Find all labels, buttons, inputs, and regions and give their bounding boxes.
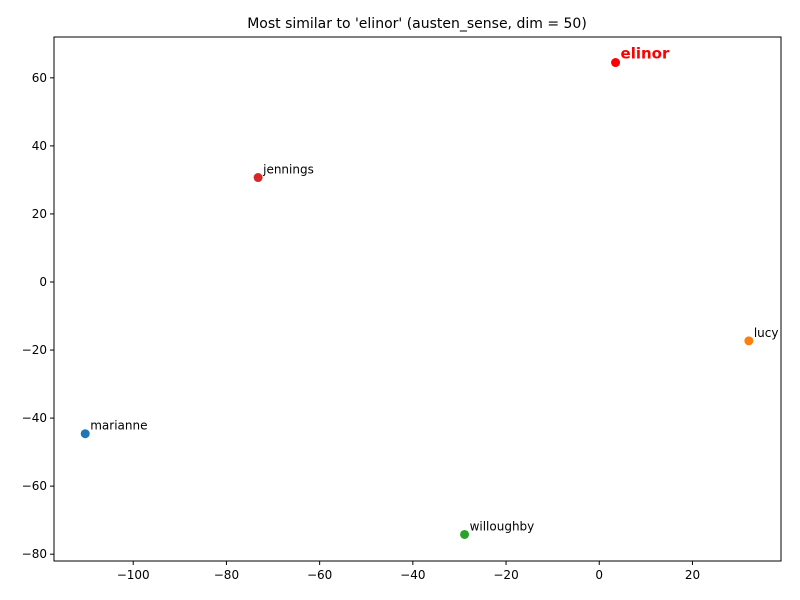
x-tick-label: −20	[493, 568, 518, 582]
y-tick-label: −60	[22, 479, 47, 493]
point-label-willoughby: willoughby	[470, 519, 535, 533]
y-axis: −80 −60 −40 −20 0 20 40 60	[22, 71, 54, 561]
x-axis: −100 −80 −60 −40 −20 0 20	[117, 561, 700, 582]
y-tick-label: −20	[22, 343, 47, 357]
point-label-marianne: marianne	[90, 419, 147, 433]
x-tick-label: −100	[117, 568, 150, 582]
x-tick-label: 0	[595, 568, 603, 582]
x-tick-label: −80	[214, 568, 239, 582]
data-point-marianne	[80, 429, 90, 439]
point-labels: marianne lucy willoughby jennings elinor	[90, 45, 778, 534]
point-label-jennings: jennings	[262, 163, 314, 177]
y-tick-label: −80	[22, 547, 47, 561]
plot-area: −100 −80 −60 −40 −20 0 20 −80−60−40−200204060 …	[22, 36, 782, 582]
data-points	[80, 58, 754, 539]
y-tick-label: 0	[39, 275, 47, 289]
y-tick-label: −40	[22, 411, 47, 425]
point-label-elinor: elinor	[621, 45, 670, 63]
axes-frame	[53, 36, 782, 562]
chart-title: Most similar to 'elinor' (austen_sense, …	[247, 16, 587, 32]
data-point-jennings	[253, 173, 263, 183]
y-tick-label: 20	[32, 207, 47, 221]
data-point-elinor	[611, 58, 621, 68]
x-tick-label: −60	[307, 568, 332, 582]
data-point-lucy	[744, 336, 754, 346]
point-label-lucy: lucy	[754, 326, 779, 340]
data-point-willoughby	[460, 529, 470, 539]
x-tick-label: −40	[400, 568, 425, 582]
x-tick-label: 20	[685, 568, 700, 582]
y-tick-label: 60	[32, 71, 47, 85]
y-tick-label: 40	[32, 139, 47, 153]
